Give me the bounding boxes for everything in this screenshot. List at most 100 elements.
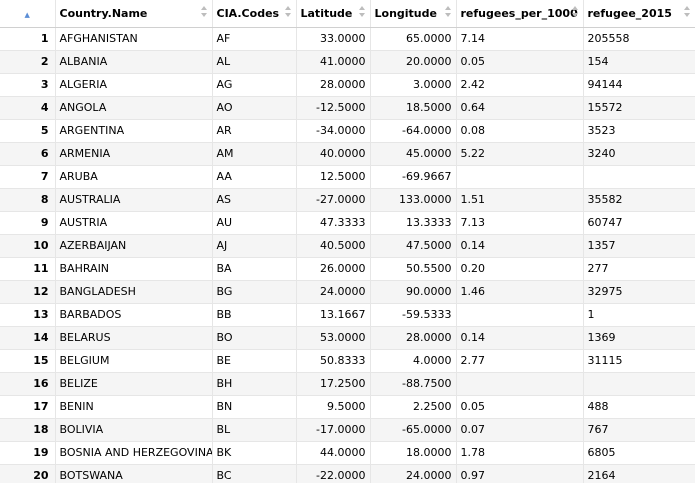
table-row[interactable]: 8 AUSTRALIA AS -27.0000 133.0000 1.51 35582 bbox=[0, 188, 695, 212]
table-row[interactable]: 3 ALGERIA AG 28.0000 3.0000 2.42 94144 bbox=[0, 73, 695, 97]
longitude-cell[interactable]: -88.7500 bbox=[370, 372, 457, 396]
country-name-cell[interactable]: ARGENTINA bbox=[55, 119, 213, 143]
refugees-per-1000-cell[interactable]: 0.14 bbox=[456, 326, 584, 350]
refugee-2015-cell[interactable]: 31115 bbox=[583, 349, 695, 373]
latitude-cell[interactable]: -34.0000 bbox=[296, 119, 371, 143]
refugees-per-1000-cell[interactable]: 0.07 bbox=[456, 418, 584, 442]
column-header-index[interactable]: ▲ bbox=[0, 0, 56, 28]
cia-code-cell[interactable]: BC bbox=[212, 464, 297, 483]
refugee-2015-cell[interactable]: 35582 bbox=[583, 188, 695, 212]
row-index-cell[interactable]: 12 bbox=[0, 280, 56, 304]
cia-code-cell[interactable]: AA bbox=[212, 165, 297, 189]
row-index-cell[interactable]: 11 bbox=[0, 257, 56, 281]
row-index-cell[interactable]: 3 bbox=[0, 73, 56, 97]
longitude-cell[interactable]: 2.2500 bbox=[370, 395, 457, 419]
latitude-cell[interactable]: 26.0000 bbox=[296, 257, 371, 281]
sort-icon[interactable] bbox=[683, 5, 691, 19]
country-name-cell[interactable]: ALBANIA bbox=[55, 50, 213, 74]
row-index-cell[interactable]: 16 bbox=[0, 372, 56, 396]
row-index-cell[interactable]: 2 bbox=[0, 50, 56, 74]
refugees-per-1000-cell[interactable]: 7.13 bbox=[456, 211, 584, 235]
refugees-per-1000-cell[interactable]: 1.78 bbox=[456, 441, 584, 465]
sort-icon[interactable] bbox=[571, 5, 579, 19]
refugee-2015-cell[interactable]: 1 bbox=[583, 303, 695, 327]
sort-icon[interactable] bbox=[200, 5, 208, 19]
refugees-per-1000-cell[interactable]: 0.64 bbox=[456, 96, 584, 120]
refugee-2015-cell[interactable]: 205558 bbox=[583, 27, 695, 51]
latitude-cell[interactable]: -12.5000 bbox=[296, 96, 371, 120]
column-header-latitude[interactable]: Latitude bbox=[296, 0, 371, 28]
longitude-cell[interactable]: -64.0000 bbox=[370, 119, 457, 143]
cia-code-cell[interactable]: BO bbox=[212, 326, 297, 350]
latitude-cell[interactable]: -22.0000 bbox=[296, 464, 371, 483]
row-index-cell[interactable]: 8 bbox=[0, 188, 56, 212]
latitude-cell[interactable]: 47.3333 bbox=[296, 211, 371, 235]
row-index-cell[interactable]: 14 bbox=[0, 326, 56, 350]
latitude-cell[interactable]: 50.8333 bbox=[296, 349, 371, 373]
cia-code-cell[interactable]: AS bbox=[212, 188, 297, 212]
cia-code-cell[interactable]: AJ bbox=[212, 234, 297, 258]
refugee-2015-cell[interactable] bbox=[583, 372, 695, 396]
longitude-cell[interactable]: 50.5500 bbox=[370, 257, 457, 281]
column-header-longitude[interactable]: Longitude bbox=[370, 0, 457, 28]
table-row[interactable]: 16 BELIZE BH 17.2500 -88.7500 bbox=[0, 372, 695, 396]
country-name-cell[interactable]: AUSTRIA bbox=[55, 211, 213, 235]
refugee-2015-cell[interactable]: 154 bbox=[583, 50, 695, 74]
cia-code-cell[interactable]: AM bbox=[212, 142, 297, 166]
refugees-per-1000-cell[interactable]: 0.05 bbox=[456, 395, 584, 419]
refugees-per-1000-cell[interactable] bbox=[456, 303, 584, 327]
latitude-cell[interactable]: 24.0000 bbox=[296, 280, 371, 304]
row-index-cell[interactable]: 15 bbox=[0, 349, 56, 373]
refugee-2015-cell[interactable]: 3240 bbox=[583, 142, 695, 166]
table-row[interactable]: 4 ANGOLA AO -12.5000 18.5000 0.64 15572 bbox=[0, 96, 695, 120]
table-row[interactable]: 11 BAHRAIN BA 26.0000 50.5500 0.20 277 bbox=[0, 257, 695, 281]
country-name-cell[interactable]: AUSTRALIA bbox=[55, 188, 213, 212]
country-name-cell[interactable]: ANGOLA bbox=[55, 96, 213, 120]
refugees-per-1000-cell[interactable]: 0.05 bbox=[456, 50, 584, 74]
column-header-refugees-per-1000[interactable]: refugees_per_1000 bbox=[456, 0, 584, 28]
table-row[interactable]: 20 BOTSWANA BC -22.0000 24.0000 0.97 2164 bbox=[0, 464, 695, 483]
country-name-cell[interactable]: BOLIVIA bbox=[55, 418, 213, 442]
cia-code-cell[interactable]: BG bbox=[212, 280, 297, 304]
refugee-2015-cell[interactable]: 94144 bbox=[583, 73, 695, 97]
sort-ascending-icon[interactable]: ▲ bbox=[24, 10, 30, 19]
country-name-cell[interactable]: AZERBAIJAN bbox=[55, 234, 213, 258]
column-header-refugee-2015[interactable]: refugee_2015 bbox=[583, 0, 695, 28]
cia-code-cell[interactable]: BK bbox=[212, 441, 297, 465]
column-header-country-name[interactable]: Country.Name bbox=[55, 0, 213, 28]
table-row[interactable]: 17 BENIN BN 9.5000 2.2500 0.05 488 bbox=[0, 395, 695, 419]
refugees-per-1000-cell[interactable]: 1.46 bbox=[456, 280, 584, 304]
cia-code-cell[interactable]: AG bbox=[212, 73, 297, 97]
country-name-cell[interactable]: BENIN bbox=[55, 395, 213, 419]
refugees-per-1000-cell[interactable]: 7.14 bbox=[456, 27, 584, 51]
table-row[interactable]: 10 AZERBAIJAN AJ 40.5000 47.5000 0.14 1357 bbox=[0, 234, 695, 258]
table-row[interactable]: 9 AUSTRIA AU 47.3333 13.3333 7.13 60747 bbox=[0, 211, 695, 235]
row-index-cell[interactable]: 17 bbox=[0, 395, 56, 419]
refugees-per-1000-cell[interactable]: 0.20 bbox=[456, 257, 584, 281]
refugee-2015-cell[interactable]: 1369 bbox=[583, 326, 695, 350]
latitude-cell[interactable]: 44.0000 bbox=[296, 441, 371, 465]
longitude-cell[interactable]: -65.0000 bbox=[370, 418, 457, 442]
refugees-per-1000-cell[interactable] bbox=[456, 372, 584, 396]
cia-code-cell[interactable]: BH bbox=[212, 372, 297, 396]
refugee-2015-cell[interactable]: 6805 bbox=[583, 441, 695, 465]
row-index-cell[interactable]: 1 bbox=[0, 27, 56, 51]
longitude-cell[interactable]: 45.0000 bbox=[370, 142, 457, 166]
refugees-per-1000-cell[interactable]: 2.77 bbox=[456, 349, 584, 373]
cia-code-cell[interactable]: BA bbox=[212, 257, 297, 281]
table-row[interactable]: 18 BOLIVIA BL -17.0000 -65.0000 0.07 767 bbox=[0, 418, 695, 442]
refugee-2015-cell[interactable] bbox=[583, 165, 695, 189]
refugee-2015-cell[interactable]: 1357 bbox=[583, 234, 695, 258]
latitude-cell[interactable]: -27.0000 bbox=[296, 188, 371, 212]
longitude-cell[interactable]: 18.0000 bbox=[370, 441, 457, 465]
country-name-cell[interactable]: ARMENIA bbox=[55, 142, 213, 166]
refugee-2015-cell[interactable]: 2164 bbox=[583, 464, 695, 483]
table-row[interactable]: 15 BELGIUM BE 50.8333 4.0000 2.77 31115 bbox=[0, 349, 695, 373]
cia-code-cell[interactable]: AL bbox=[212, 50, 297, 74]
latitude-cell[interactable]: 13.1667 bbox=[296, 303, 371, 327]
latitude-cell[interactable]: 33.0000 bbox=[296, 27, 371, 51]
table-row[interactable]: 2 ALBANIA AL 41.0000 20.0000 0.05 154 bbox=[0, 50, 695, 74]
cia-code-cell[interactable]: AF bbox=[212, 27, 297, 51]
cia-code-cell[interactable]: AR bbox=[212, 119, 297, 143]
refugees-per-1000-cell[interactable]: 2.42 bbox=[456, 73, 584, 97]
